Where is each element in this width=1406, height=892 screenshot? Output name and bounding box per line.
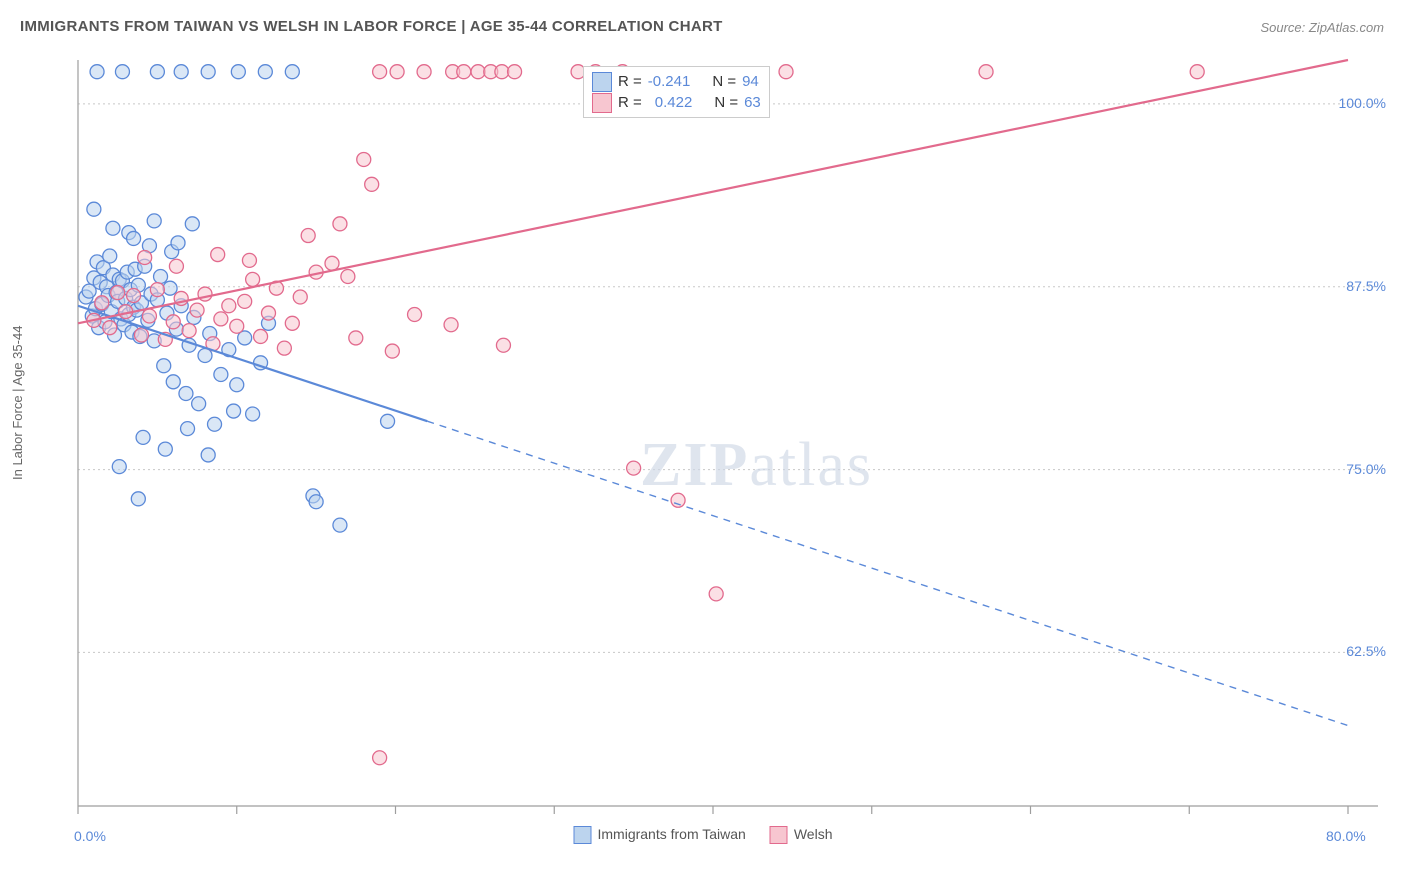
legend-swatch-taiwan bbox=[574, 826, 592, 844]
correlation-stats-box: R = -0.241 N = 94 R = 0.422 N = 63 bbox=[583, 66, 770, 118]
legend-item-taiwan: Immigrants from Taiwan bbox=[574, 826, 746, 844]
r-label: R = bbox=[618, 92, 642, 113]
x-tick-label: 80.0% bbox=[1326, 828, 1366, 844]
stats-swatch-welsh bbox=[592, 93, 612, 113]
chart-title: IMMIGRANTS FROM TAIWAN VS WELSH IN LABOR… bbox=[20, 18, 723, 35]
chart-area: In Labor Force | Age 35-44 R = -0.241 N … bbox=[20, 50, 1386, 840]
r-value-taiwan: -0.241 bbox=[648, 71, 691, 92]
y-tick-label: 62.5% bbox=[1346, 643, 1386, 659]
n-label: N = bbox=[712, 71, 736, 92]
source-attribution: Source: ZipAtlas.com bbox=[1260, 20, 1384, 35]
legend-item-welsh: Welsh bbox=[770, 826, 833, 844]
legend: Immigrants from Taiwan Welsh bbox=[574, 826, 833, 844]
stats-swatch-taiwan bbox=[592, 72, 612, 92]
n-label: N = bbox=[714, 92, 738, 113]
r-label: R = bbox=[618, 71, 642, 92]
stats-row-welsh: R = 0.422 N = 63 bbox=[592, 92, 761, 113]
legend-label-taiwan: Immigrants from Taiwan bbox=[598, 826, 746, 842]
x-tick-label: 0.0% bbox=[74, 828, 106, 844]
r-value-welsh: 0.422 bbox=[655, 92, 693, 113]
y-axis-label: In Labor Force | Age 35-44 bbox=[10, 326, 25, 480]
n-value-taiwan: 94 bbox=[742, 71, 759, 92]
legend-swatch-welsh bbox=[770, 826, 788, 844]
y-tick-label: 87.5% bbox=[1346, 278, 1386, 294]
scatter-plot-svg bbox=[58, 50, 1386, 840]
legend-label-welsh: Welsh bbox=[794, 826, 833, 842]
n-value-welsh: 63 bbox=[744, 92, 761, 113]
y-tick-label: 75.0% bbox=[1346, 461, 1386, 477]
stats-row-taiwan: R = -0.241 N = 94 bbox=[592, 71, 761, 92]
y-tick-label: 100.0% bbox=[1339, 95, 1386, 111]
